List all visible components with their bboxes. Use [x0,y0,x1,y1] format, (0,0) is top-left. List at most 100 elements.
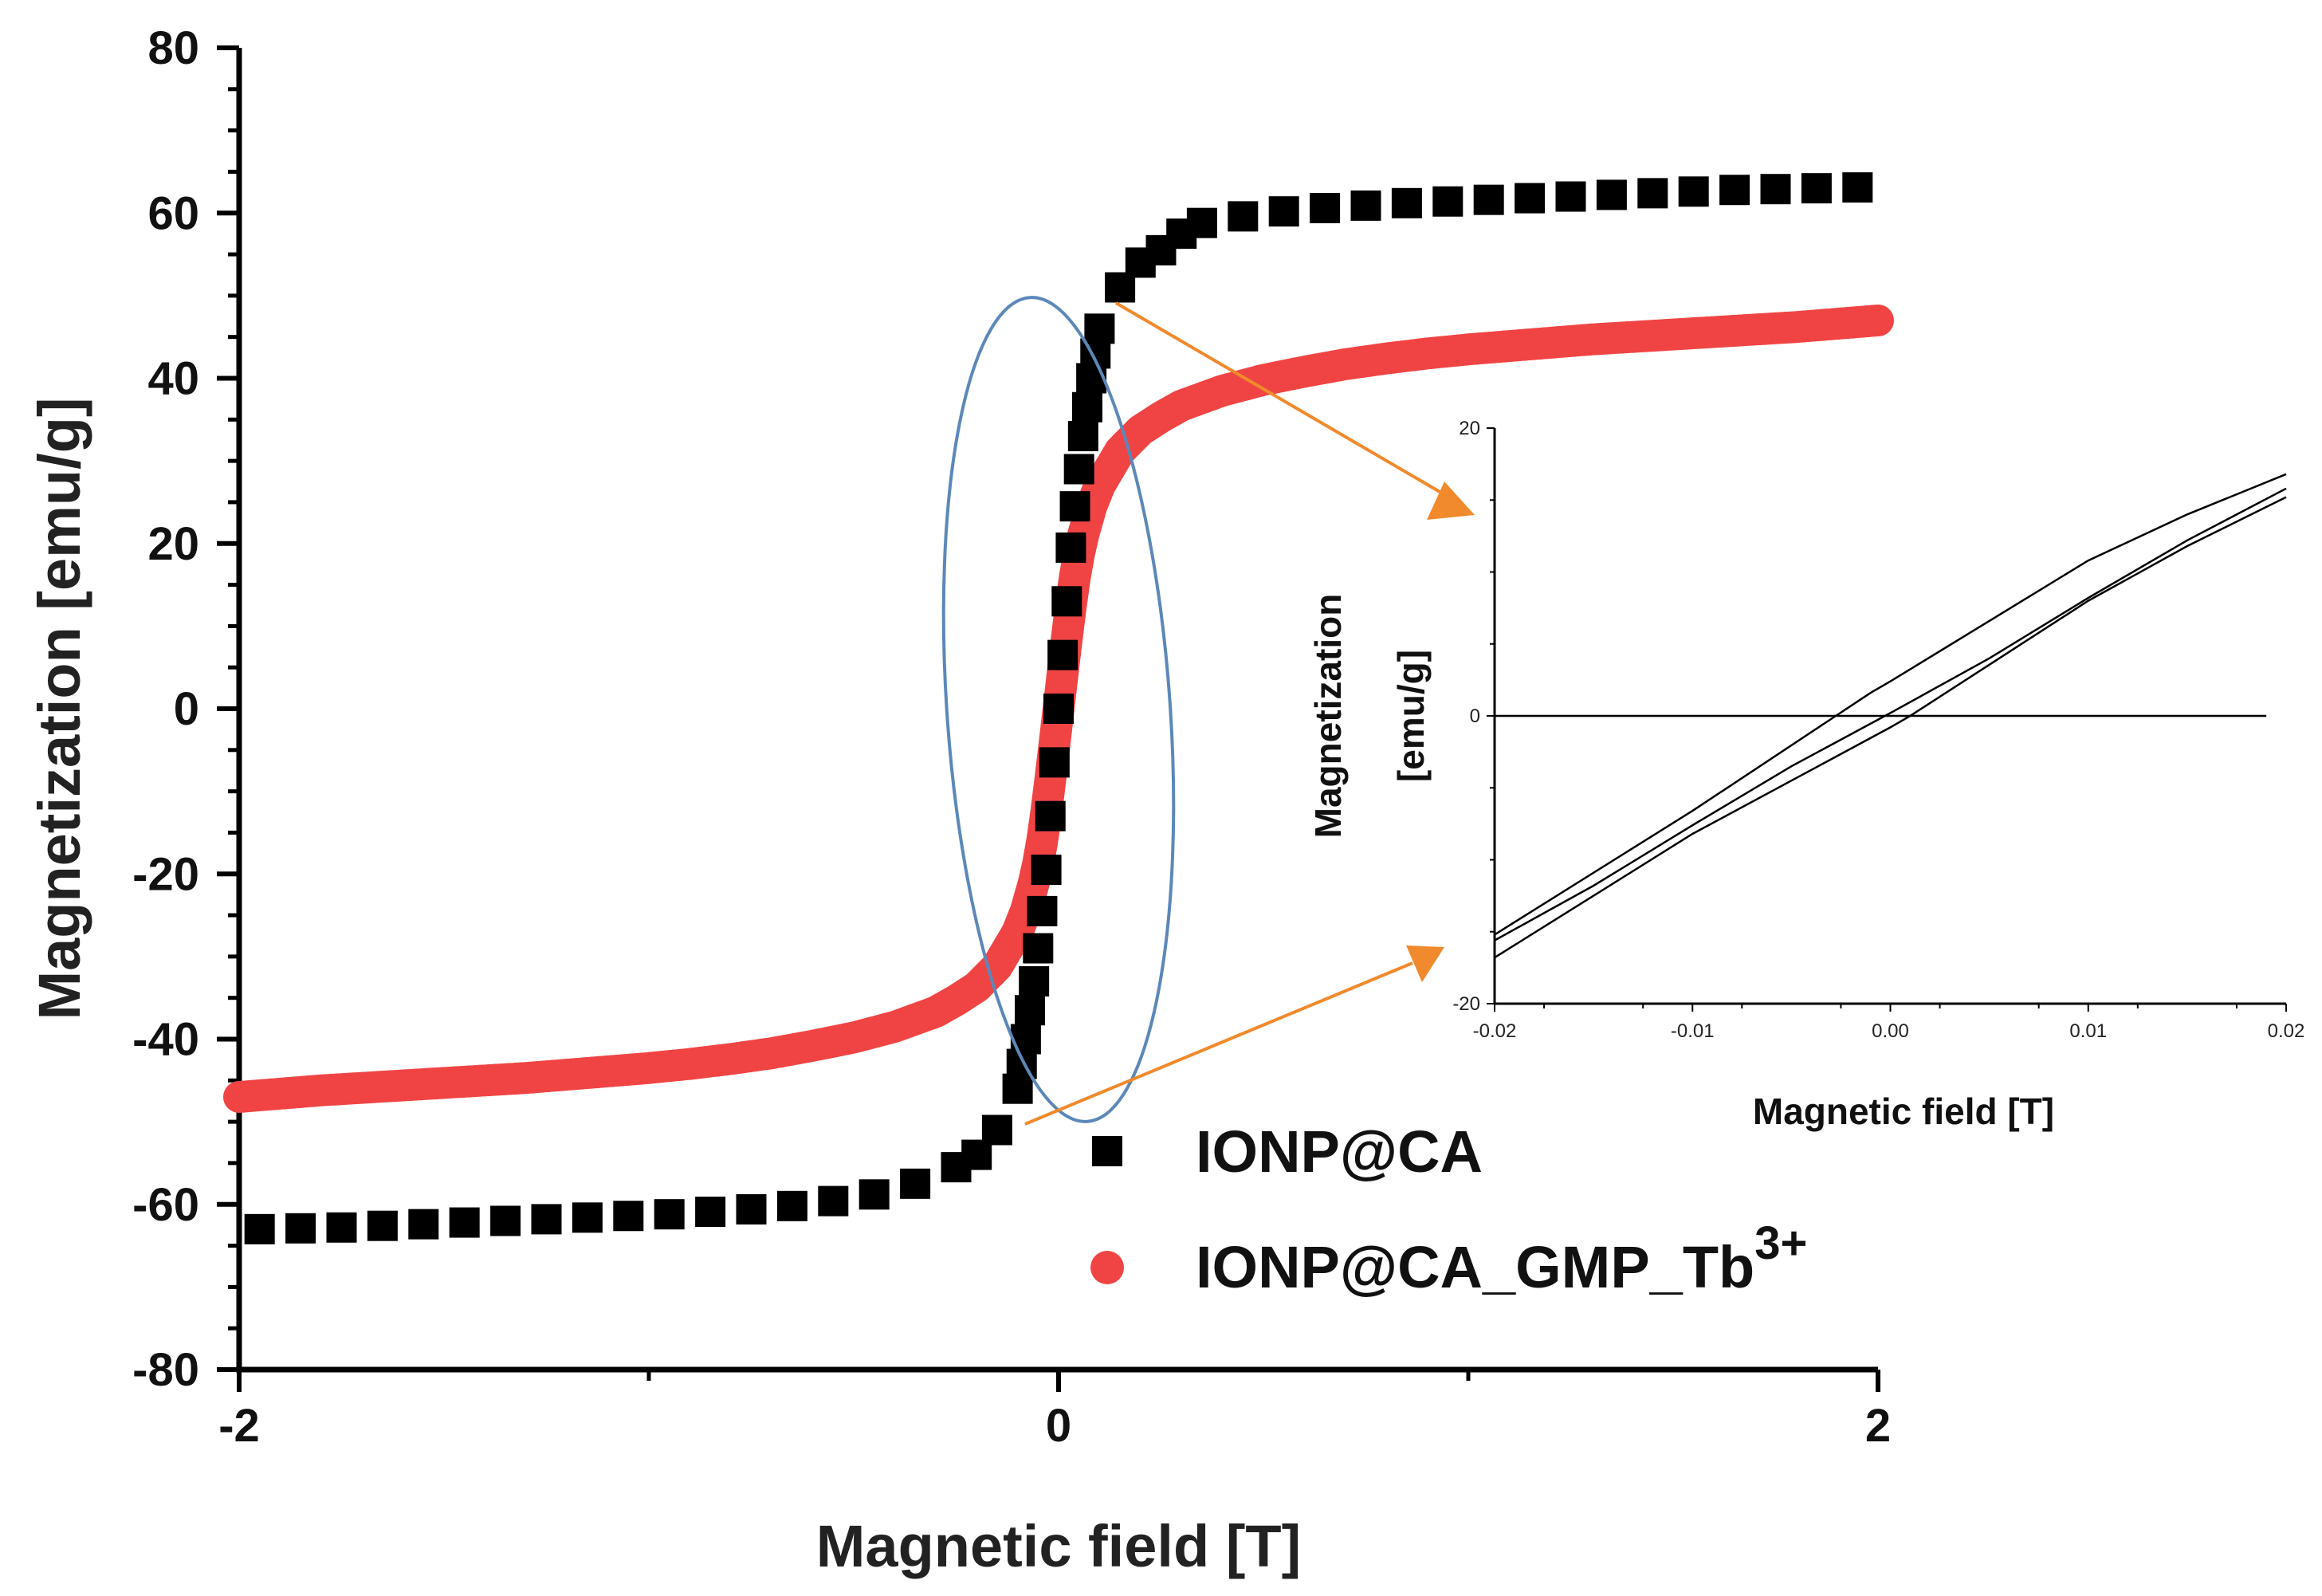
y-tick-label: -80 [132,1344,199,1396]
legend-marker-ionp-ca-gmp-tb [1090,1251,1124,1284]
inset-y-axis-title-line1: Magnetization [1307,594,1349,839]
data-point-ionp-ca [736,1193,767,1225]
legend-marker-ionp-ca [1092,1136,1122,1166]
y-tick-label: -60 [132,1179,199,1231]
legend-superscript: 3+ [1754,1217,1807,1269]
data-point-ionp-ca [1015,995,1046,1026]
y-tick-label: -20 [132,848,199,900]
inset-hysteresis-loops [1494,473,2287,959]
data-point-ionp-ca [1059,491,1090,522]
data-point-ionp-ca [367,1210,398,1241]
data-point-ionp-ca [1035,800,1066,831]
data-band-ionp-ca-gmp-tb [1859,305,1892,337]
data-point-ionp-ca [1027,895,1058,926]
inset-x-tick-label: -0.02 [1473,1020,1517,1042]
data-point-ionp-ca [1842,172,1873,203]
inset-y-axis-title-line2: [emu/g] [1390,650,1432,782]
data-point-ionp-ca [1801,173,1832,204]
zoom-arrowhead-top [1427,482,1475,520]
data-point-ionp-ca [776,1190,807,1221]
data-point-ionp-ca [1186,207,1217,238]
data-point-ionp-ca [408,1209,439,1240]
x-axis-title: Magnetic field [T] [816,1513,1301,1579]
legend-label-ionp-ca: IONP@CA [1196,1118,1483,1185]
y-tick-label: 0 [174,683,199,735]
data-point-ionp-ca [1637,178,1668,209]
legend-label-ionp-ca-gmp-tb: IONP@CA_GMP_Tb3+ [1196,1217,1807,1300]
data-point-ionp-ca [1084,313,1115,344]
data-point-ionp-ca [1515,183,1546,214]
data-point-ionp-ca [981,1114,1012,1146]
data-point-ionp-ca [1678,176,1709,207]
inset-y-tick-label: 0 [1470,706,1480,727]
inset-y-tick-label: 20 [1459,418,1480,439]
inset-loop-line [1494,487,2287,941]
data-point-ionp-ca [1760,174,1791,205]
y-axis-title: Magnetization [emu/g] [26,397,92,1020]
y-tick-label: 40 [147,353,199,405]
series-ionp-ca [244,172,1873,1244]
data-point-ionp-ca [1268,196,1299,227]
data-point-ionp-ca [1071,391,1102,423]
inset-chart: -20 0 20 -0.02 -0.01 0.00 0.01 0.02 Magnetizati… [1307,418,2304,1132]
data-point-ionp-ca [900,1168,931,1199]
zoom-arrowhead-bottom [1406,945,1444,982]
inset-x-tick-label: 0.00 [1872,1020,1909,1042]
data-point-ionp-ca [1391,187,1422,218]
data-point-ionp-ca [1023,933,1054,964]
y-tick-label: 60 [147,187,199,239]
data-point-ionp-ca [1473,184,1504,215]
y-tick-label: -40 [132,1014,199,1066]
data-point-ionp-ca [1555,181,1586,212]
x-tick-label: 2 [1865,1400,1891,1452]
data-point-ionp-ca [1596,179,1627,210]
data-point-ionp-ca [1047,639,1078,670]
data-point-ionp-ca [244,1213,275,1244]
inset-x-tick-label: -0.01 [1671,1020,1715,1042]
data-point-ionp-ca [1067,421,1098,452]
y-tick-label: 80 [147,22,199,74]
zoom-arrow-bottom [1024,961,1413,1126]
data-point-ionp-ca [449,1207,480,1238]
data-point-ionp-ca [1051,586,1082,617]
inset-y-tick-label: -20 [1452,993,1480,1015]
data-point-ionp-ca [285,1213,316,1244]
legend: IONP@CA IONP@CA_GMP_Tb3+ [1090,1118,1807,1300]
data-point-ionp-ca [613,1201,644,1232]
y-ticks: -80 -60 -40 -20 0 20 40 60 80 [132,22,239,1396]
x-ticks: -2 0 2 [218,1370,1891,1452]
data-point-ionp-ca [654,1199,685,1230]
data-point-ionp-ca [1055,532,1086,563]
inset-x-tick-label: 0.02 [2268,1020,2305,1042]
data-point-ionp-ca [1010,1024,1041,1055]
data-point-ionp-ca [1228,201,1259,232]
y-tick-label: 20 [147,518,199,570]
data-point-ionp-ca [1019,965,1050,997]
data-point-ionp-ca [572,1202,603,1233]
data-point-ionp-ca [1039,747,1070,778]
highlight-annotation [941,296,1475,1126]
inset-x-tick-label: 0.01 [2069,1020,2107,1042]
data-point-ionp-ca [490,1205,521,1236]
x-tick-label: -2 [218,1400,260,1452]
inset-loop-line [1494,473,2287,936]
data-point-ionp-ca [1063,454,1094,485]
data-point-ionp-ca [695,1197,726,1228]
data-point-ionp-ca [1310,193,1341,224]
data-point-ionp-ca [1432,186,1464,217]
data-point-ionp-ca [858,1179,890,1210]
highlight-ellipse [941,296,1176,1123]
zoom-arrow-top [1114,301,1443,494]
data-point-ionp-ca [1350,190,1381,221]
inset-x-axis-title: Magnetic field [T] [1753,1091,2054,1132]
series-ionp-ca-gmp-tb [223,304,1894,1114]
inset-ticks: -20 0 20 -0.02 -0.01 0.00 0.01 0.02 [1452,418,2304,1042]
data-point-ionp-ca [818,1185,849,1217]
x-tick-label: 0 [1046,1400,1071,1452]
data-point-ionp-ca [1031,855,1062,886]
data-point-ionp-ca [1043,694,1074,724]
data-point-ionp-ca [1719,175,1750,206]
data-point-ionp-ca [531,1204,562,1235]
inset-loop-line [1494,496,2287,959]
